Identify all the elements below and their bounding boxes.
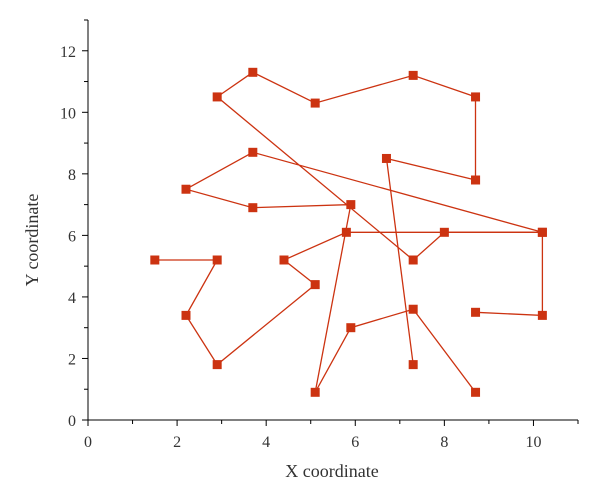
data-point [181, 310, 191, 320]
y-tick-label: 8 [68, 167, 76, 184]
data-point [248, 67, 258, 77]
data-point [471, 92, 481, 102]
data-point [408, 70, 418, 80]
data-point [346, 200, 356, 210]
data-point [439, 227, 449, 237]
data-point [537, 310, 547, 320]
data-point [150, 255, 160, 265]
data-point [248, 147, 258, 157]
series-3 [181, 67, 547, 397]
x-tick-label: 10 [525, 434, 541, 451]
x-tick-label: 8 [440, 434, 448, 451]
data-point [408, 304, 418, 314]
data-point [279, 255, 289, 265]
data-point [341, 227, 351, 237]
axes: 0 2 4 6 8 10 0 2 4 6 8 10 12 [60, 19, 579, 451]
data-point [248, 203, 258, 213]
data-point [310, 280, 320, 290]
data-point [408, 360, 418, 370]
data-point [212, 92, 222, 102]
x-tick-label: 6 [351, 434, 359, 451]
y-tick-label: 10 [60, 105, 76, 122]
y-tick-label: 6 [68, 228, 76, 245]
data-point [471, 307, 481, 317]
data-point [212, 255, 222, 265]
series-1 [381, 153, 481, 370]
data-point [212, 360, 222, 370]
data-point [471, 387, 481, 397]
y-tick-label: 2 [68, 351, 76, 368]
data-point [471, 175, 481, 185]
y-axis-title: Y coordinate [22, 194, 42, 287]
data-point [381, 153, 391, 163]
series-2 [150, 227, 547, 370]
y-tick-label: 12 [60, 44, 76, 61]
data-point [310, 387, 320, 397]
x-tick-label: 2 [173, 434, 181, 451]
plot-area [150, 67, 547, 397]
data-point [310, 98, 320, 108]
x-tick-label: 0 [84, 434, 92, 451]
x-axis-title: X coordinate [285, 461, 378, 481]
data-point [408, 255, 418, 265]
data-point [537, 227, 547, 237]
y-tick-label: 4 [68, 290, 76, 307]
data-point [181, 184, 191, 194]
x-tick-label: 4 [262, 434, 270, 451]
series-line [154, 231, 544, 366]
y-tick-label: 0 [68, 413, 76, 430]
data-point [346, 323, 356, 333]
